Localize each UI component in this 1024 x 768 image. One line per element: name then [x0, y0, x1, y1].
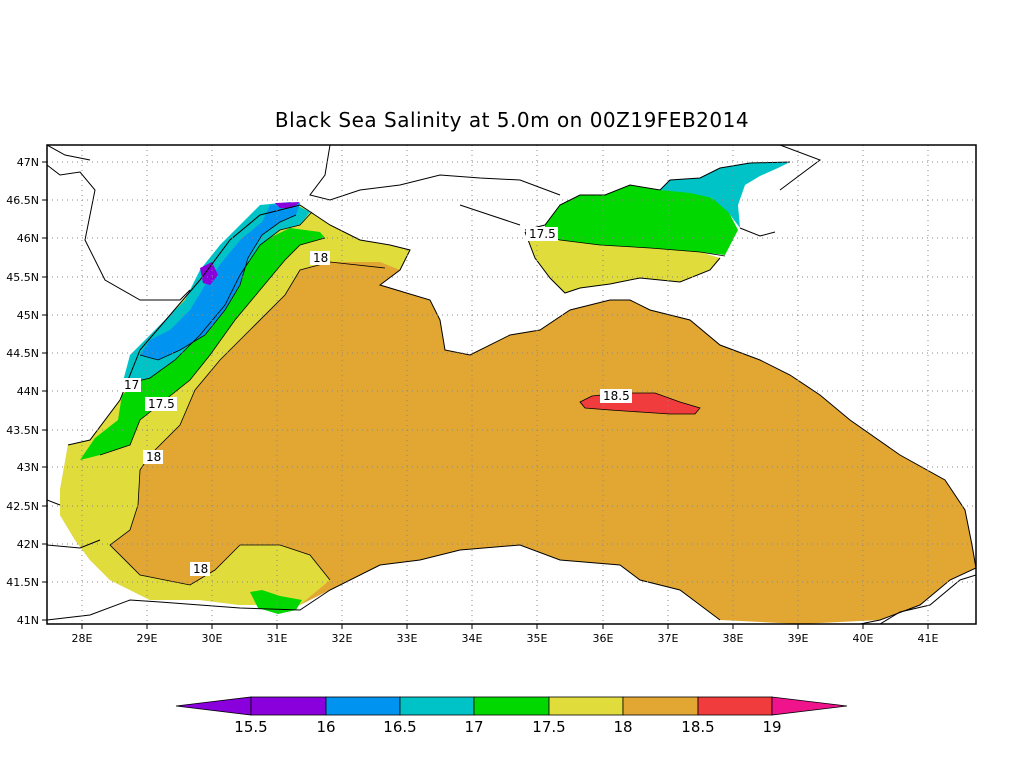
lat-tick-label: 45.5N: [6, 271, 39, 284]
lon-tick-label: 32E: [332, 632, 353, 645]
map-title: Black Sea Salinity at 5.0m on 00Z19FEB20…: [274, 108, 750, 132]
contour-label: 17.5: [148, 397, 175, 411]
tick-marks: [42, 161, 929, 629]
lon-tick-label: 41E: [918, 632, 939, 645]
colorbar: 15.5 16 16.5 17 17.5 18 18.5 19: [175, 696, 848, 736]
lat-tick-label: 42N: [17, 538, 39, 551]
lon-tick-label: 40E: [853, 632, 874, 645]
lat-axis: 47N 46.5N 46N 45.5N 45N 44.5N 44N 43.5N …: [6, 156, 39, 627]
plot-frame: [46, 144, 977, 625]
colorbar-label: 18: [613, 718, 632, 736]
lat-tick-label: 41N: [17, 614, 39, 627]
lon-tick-label: 33E: [397, 632, 418, 645]
lat-tick-label: 43N: [17, 461, 39, 474]
band-15-16-west: [200, 262, 218, 285]
lon-tick-label: 28E: [72, 632, 93, 645]
contour-label: 18.5: [603, 389, 630, 403]
azov-17-175: [545, 185, 738, 255]
lon-tick-label: 31E: [267, 632, 288, 645]
colorbar-label: 17: [464, 718, 483, 736]
lat-tick-label: 46N: [17, 232, 39, 245]
band-17-175-west: [80, 228, 325, 460]
lon-tick-label: 37E: [658, 632, 679, 645]
lon-tick-label: 39E: [788, 632, 809, 645]
colorbar-bin: [473, 696, 550, 716]
colorbar-bin: [325, 696, 401, 716]
lon-axis: 28E 29E 30E 31E 32E 33E 34E 35E 36E 37E …: [72, 632, 939, 645]
contour-label: 17.5: [529, 227, 556, 241]
lat-tick-label: 41.5N: [6, 576, 39, 589]
colorbar-label: 15.5: [234, 718, 267, 736]
lon-tick-label: 29E: [137, 632, 158, 645]
colorbar-label: 16.5: [383, 718, 416, 736]
lat-tick-label: 46.5N: [6, 194, 39, 207]
band-16-165-west: [140, 203, 300, 360]
colorbar-label: 19: [762, 718, 781, 736]
colorbar-label: 16: [316, 718, 335, 736]
lon-tick-label: 38E: [723, 632, 744, 645]
lat-tick-label: 45N: [17, 309, 39, 322]
colorbar-bin: [548, 696, 624, 716]
colorbar-low-arrow: [175, 696, 252, 716]
colorbar-bin: [697, 696, 773, 716]
lon-tick-label: 30E: [202, 632, 223, 645]
colorbar-label: 17.5: [532, 718, 565, 736]
azov-175-18: [525, 230, 720, 293]
colorbar-bin: [622, 696, 699, 716]
lon-tick-label: 34E: [462, 632, 483, 645]
colorbar-label: 18.5: [681, 718, 714, 736]
contour-label: 18: [193, 562, 208, 576]
lat-tick-label: 42.5N: [6, 500, 39, 513]
lat-tick-label: 47N: [17, 156, 39, 169]
lat-tick-label: 44.5N: [6, 347, 39, 360]
band-17-175-south: [250, 590, 302, 614]
basin-18-185: [60, 205, 976, 624]
contour-label: 18: [146, 450, 161, 464]
colorbar-bin: [250, 696, 327, 716]
lon-tick-label: 35E: [527, 632, 548, 645]
contour-label: 18: [313, 251, 328, 265]
contour-label-group: 18 17 17.5 18 18 17.5 18.5: [121, 227, 632, 576]
lat-tick-label: 44N: [17, 385, 39, 398]
colorbar-high-arrow: [771, 696, 848, 716]
contour-label: 17: [124, 378, 139, 392]
lon-tick-label: 36E: [593, 632, 614, 645]
colorbar-bin: [399, 696, 475, 716]
lat-tick-label: 43.5N: [6, 424, 39, 437]
